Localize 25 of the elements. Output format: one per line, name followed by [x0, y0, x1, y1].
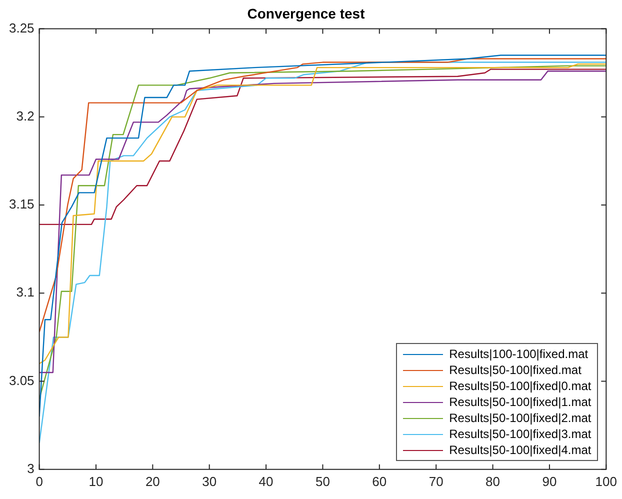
legend-label: Results|50-100|fixed|3.mat — [449, 427, 592, 442]
x-tick-label: 20 — [145, 474, 160, 489]
y-tick-label: 3.15 — [8, 196, 34, 212]
y-tick-label: 3.2 — [16, 108, 34, 124]
legend-label: Results|100-100|fixed.mat — [449, 347, 588, 362]
x-tick-label: 80 — [486, 474, 500, 489]
y-tick-label: 3.1 — [16, 284, 34, 300]
y-tick-label: 3 — [27, 460, 34, 476]
legend-label: Results|50-100|fixed|1.mat — [449, 395, 592, 410]
x-tick-label: 50 — [315, 474, 330, 489]
y-tick-label: 3.05 — [8, 372, 34, 388]
x-tick-label: 70 — [428, 474, 444, 489]
x-tick-label: 0 — [36, 474, 43, 489]
legend-label: Results|50-100|fixed|0.mat — [449, 379, 592, 394]
x-tick-label: 40 — [258, 474, 274, 489]
x-tick-label: 100 — [595, 474, 618, 489]
chart-title: Convergence test — [247, 5, 366, 22]
x-tick-label: 60 — [372, 474, 387, 489]
x-tick-label: 10 — [88, 474, 104, 489]
legend-label: Results|50-100|fixed.mat — [449, 363, 582, 378]
legend-label: Results|50-100|fixed|4.mat — [449, 443, 592, 458]
x-tick-label: 30 — [202, 474, 217, 489]
x-tick-label: 90 — [542, 474, 557, 489]
legend-label: Results|50-100|fixed|2.mat — [449, 411, 592, 426]
y-tick-label: 3.25 — [8, 20, 34, 36]
